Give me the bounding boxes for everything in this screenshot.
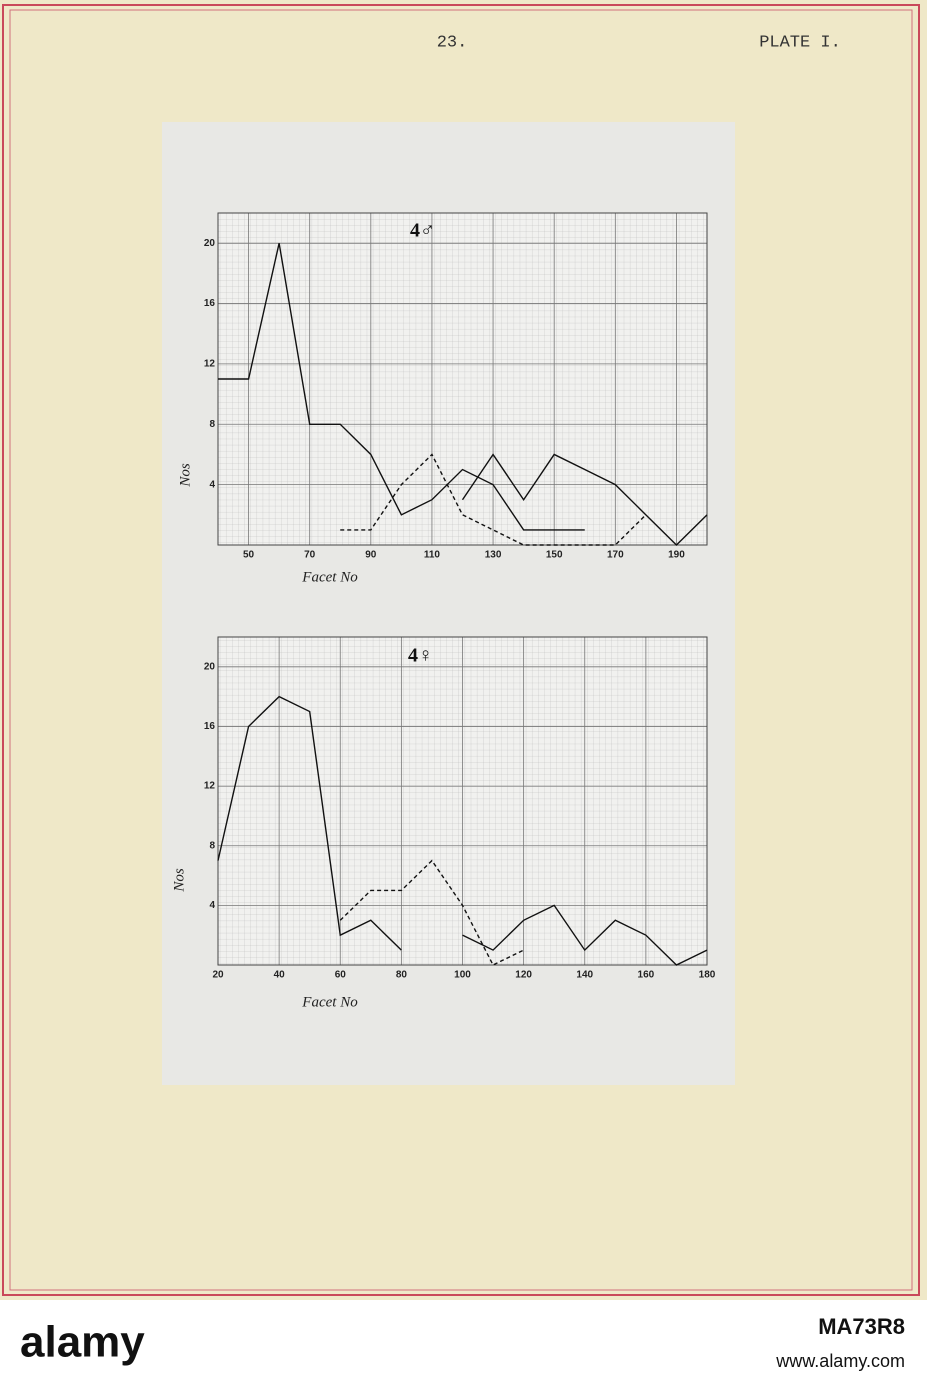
image-id: MA73R8 — [818, 1314, 905, 1339]
y-tick-label: 12 — [204, 359, 216, 370]
x-tick-label: 190 — [668, 550, 685, 561]
series-line — [218, 243, 585, 531]
series-line — [340, 453, 647, 546]
x-tick-label: 160 — [638, 970, 655, 981]
plot-frame — [217, 636, 708, 966]
page-number: 23. — [437, 33, 468, 52]
x-tick-label: 170 — [607, 550, 624, 561]
border — [2, 4, 920, 1296]
chart-title: 4♂ — [410, 220, 435, 242]
y-tick-label: 16 — [204, 298, 216, 309]
series-line — [462, 904, 708, 966]
y-tick-label: 8 — [209, 419, 215, 430]
x-axis-label: Facet No — [301, 994, 358, 1010]
x-tick-label: 80 — [396, 970, 408, 981]
x-tick-label: 150 — [546, 550, 563, 561]
chart-title: 4♀ — [408, 645, 433, 667]
footer-brand: alamy — [20, 1318, 145, 1367]
y-tick-label: 20 — [204, 661, 216, 672]
y-axis-label: Nos — [177, 463, 193, 488]
x-tick-label: 70 — [304, 550, 316, 561]
x-tick-label: 110 — [424, 550, 441, 561]
x-tick-label: 120 — [515, 970, 532, 981]
series-line — [217, 695, 402, 951]
y-tick-label: 12 — [204, 781, 216, 792]
x-tick-label: 180 — [699, 970, 716, 981]
x-tick-label: 60 — [335, 970, 347, 981]
y-tick-label: 20 — [204, 238, 216, 249]
border-inner — [9, 9, 913, 1291]
x-tick-label: 130 — [485, 550, 502, 561]
x-tick-label: 100 — [454, 970, 471, 981]
plate-label: PLATE I. — [759, 33, 841, 52]
x-tick-label: 140 — [576, 970, 593, 981]
footer-url: www.alamy.com — [775, 1351, 905, 1371]
x-tick-label: 90 — [365, 550, 377, 561]
series-line — [461, 453, 708, 546]
y-tick-label: 8 — [209, 840, 215, 851]
y-tick-label: 4 — [209, 900, 215, 911]
y-axis-label: Nos — [171, 868, 187, 893]
x-tick-label: 20 — [212, 970, 224, 981]
minor-grid — [218, 213, 707, 545]
x-tick-label: 40 — [274, 970, 286, 981]
series-line — [339, 859, 524, 966]
x-tick-label: 50 — [243, 550, 255, 561]
y-tick-label: 16 — [204, 721, 216, 732]
y-tick-label: 4 — [209, 479, 215, 490]
footer-bar — [0, 1300, 927, 1390]
x-axis-label: Facet No — [301, 569, 358, 585]
